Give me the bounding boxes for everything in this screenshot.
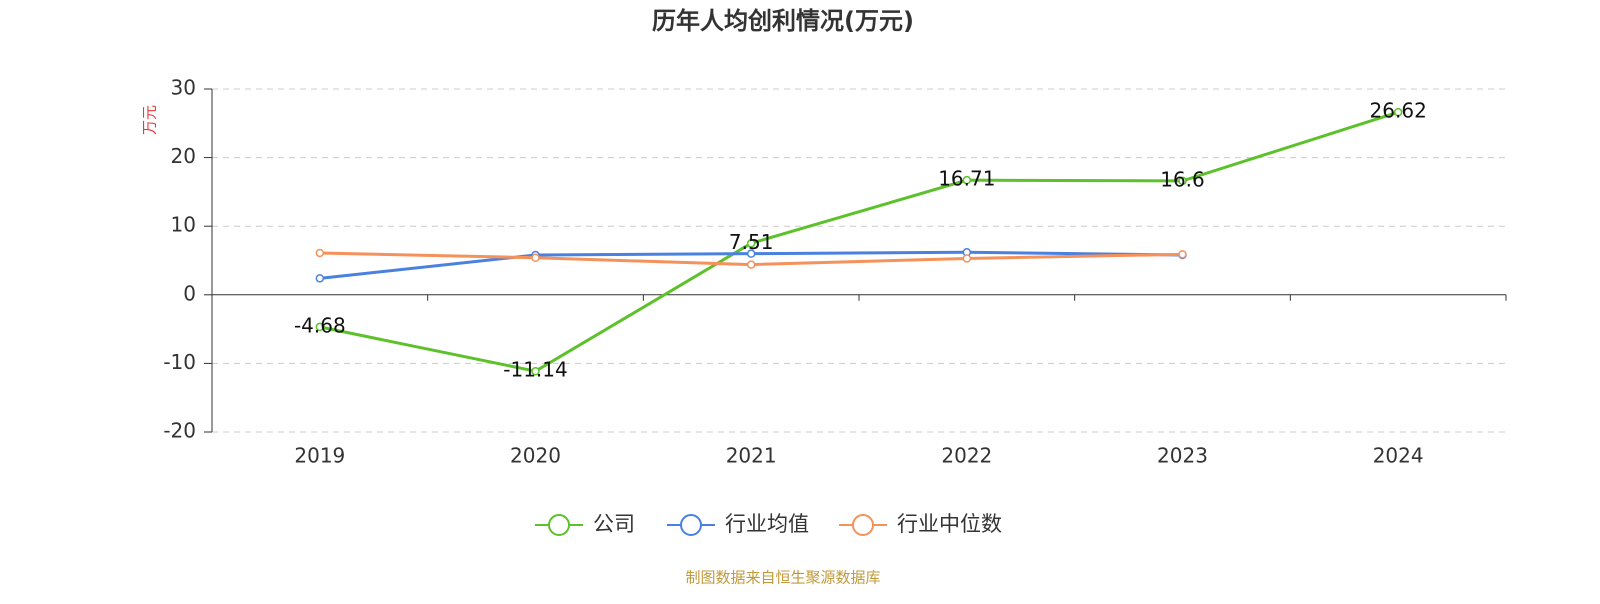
x-tick-label: 2022 bbox=[941, 444, 992, 468]
data-point bbox=[315, 274, 325, 283]
legend-label: 公司 bbox=[593, 512, 635, 536]
data-point bbox=[1393, 107, 1403, 117]
y-tick-label: -10 bbox=[163, 350, 196, 374]
y-tick-label: 30 bbox=[171, 76, 196, 100]
data-point bbox=[1178, 176, 1187, 186]
data-point bbox=[962, 254, 972, 263]
x-tick-label: 2019 bbox=[294, 444, 345, 468]
data-label: 26.62 bbox=[1370, 99, 1427, 123]
data-label: -11.14 bbox=[503, 358, 567, 382]
legend-marker bbox=[548, 514, 570, 536]
x-tick-label: 2024 bbox=[1373, 444, 1424, 468]
source-note: 制图数据来自恒生聚源数据库 bbox=[685, 569, 880, 587]
y-tick-label: 20 bbox=[171, 144, 196, 168]
data-point bbox=[315, 248, 325, 258]
data-point bbox=[1178, 250, 1187, 259]
data-point bbox=[746, 239, 756, 248]
data-point bbox=[962, 175, 972, 185]
data-label: 16.6 bbox=[1160, 167, 1205, 191]
series-line bbox=[319, 110, 1399, 373]
data-point bbox=[531, 366, 540, 376]
legend-label: 行业中位数 bbox=[897, 512, 1002, 536]
data-point bbox=[315, 322, 325, 332]
chart-title: 历年人均创利情况(万元) bbox=[652, 7, 914, 35]
x-tick-label: 2023 bbox=[1157, 444, 1208, 468]
data-point bbox=[746, 260, 756, 269]
legend-label: 行业均值 bbox=[725, 512, 809, 536]
y-tick-label: 0 bbox=[183, 281, 196, 305]
x-tick-label: 2020 bbox=[510, 444, 561, 468]
x-tick-label: 2021 bbox=[726, 444, 777, 468]
y-tick-label: 10 bbox=[171, 213, 196, 237]
legend-marker bbox=[852, 514, 874, 536]
data-label: 16.71 bbox=[938, 167, 995, 191]
legend-marker bbox=[680, 514, 702, 536]
data-point bbox=[746, 249, 756, 258]
data-label: -4.68 bbox=[294, 313, 346, 337]
y-tick-label: -20 bbox=[163, 419, 196, 443]
data-point bbox=[531, 253, 540, 263]
y-axis-label: 万元 bbox=[141, 105, 159, 135]
